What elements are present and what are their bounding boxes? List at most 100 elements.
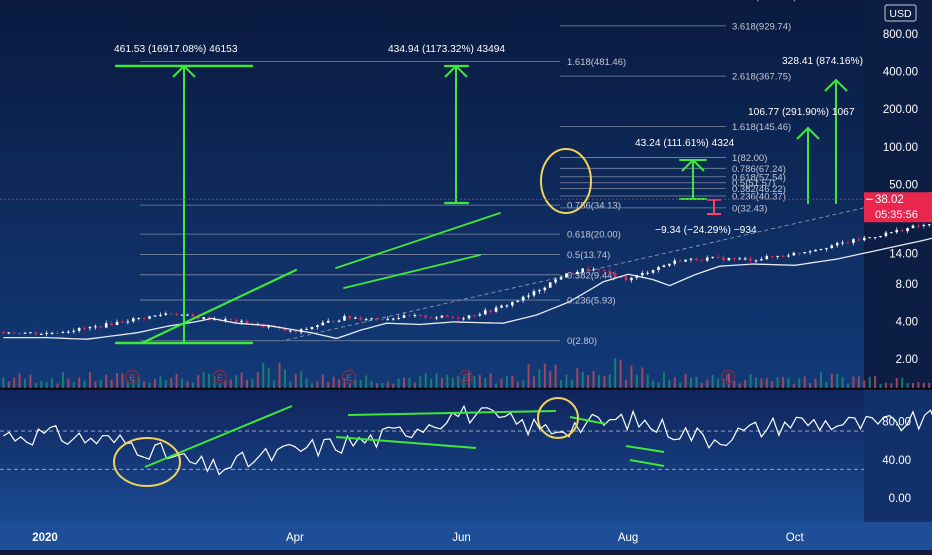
candle-body <box>695 258 698 261</box>
volume-bar <box>722 378 725 388</box>
channel-line <box>343 254 481 289</box>
candle-body <box>754 260 758 262</box>
volume-bar <box>787 378 790 388</box>
current-price-label: 38.02 <box>875 194 904 206</box>
price-candles[interactable] <box>2 161 932 337</box>
candle-body <box>521 296 525 301</box>
candle-body <box>148 316 151 319</box>
volume-bar <box>754 377 757 388</box>
candle-body <box>814 249 817 252</box>
volume-bar <box>451 377 454 388</box>
volume-bar <box>2 377 5 388</box>
volume-bar <box>635 375 638 388</box>
volume-bar <box>126 381 129 388</box>
measure-arrow-head <box>681 158 705 172</box>
volume-bar <box>597 375 600 388</box>
volume-bar <box>45 382 48 388</box>
volume-bar <box>911 383 914 388</box>
volume-bar <box>495 383 498 388</box>
candle-body <box>418 315 422 317</box>
candle-body <box>727 258 731 261</box>
volume-bars <box>2 358 931 388</box>
candle-body <box>770 256 774 258</box>
candle-body <box>321 322 325 326</box>
volume-bar <box>527 364 530 388</box>
candle-body <box>446 315 449 317</box>
fibonacci-levels[interactable]: 0(2.80) 0.236(5.93) 0.382(9.44) 0.5(13.74) 0… <box>140 0 932 347</box>
fib-right-label: 4.236(1610.94) <box>732 0 796 3</box>
highlight-ellipse <box>540 148 592 214</box>
candle-body <box>846 242 850 244</box>
fib-left-label: 0(2.80) <box>567 336 597 347</box>
candle-body <box>684 259 687 262</box>
volume-bar <box>148 382 151 388</box>
time-tick-label: Aug <box>618 532 638 544</box>
candle-body <box>608 270 612 274</box>
volume-bar <box>570 379 573 388</box>
rsi-drawings[interactable] <box>113 397 665 487</box>
candle-body <box>640 272 644 276</box>
candle-body <box>532 291 536 296</box>
time-axis[interactable]: 2020AprJunAugOct2021AprJulSep <box>32 532 932 544</box>
earnings-marker-icon[interactable] <box>720 369 736 385</box>
volume-bar <box>587 375 590 388</box>
candle-body <box>927 224 931 226</box>
candle-body <box>760 259 763 261</box>
rsi-axis[interactable]: 80.00 40.00 0.00 <box>882 417 911 505</box>
rsi-downtrend-line <box>569 416 607 425</box>
rsi-resistance-line <box>347 410 557 416</box>
earnings-marker-icon[interactable] <box>125 369 140 385</box>
earnings-marker-label: E <box>217 373 223 383</box>
candle-body <box>153 315 157 317</box>
earnings-markers[interactable]: EEEEEEE <box>125 369 932 385</box>
volume-bar <box>614 358 617 388</box>
volume-bar <box>836 373 839 388</box>
volume-bar <box>922 382 925 388</box>
candle-body <box>462 318 465 320</box>
candle-body <box>413 315 417 317</box>
volume-bar <box>327 382 330 388</box>
volume-bar <box>727 373 730 388</box>
candle-body <box>2 331 5 334</box>
price-axis[interactable]: 800.00400.00200.00100.0050.0028.0014.008… <box>883 4 918 366</box>
currency-badge-box[interactable] <box>884 4 917 22</box>
volume-bar <box>175 373 178 388</box>
volume-bar <box>218 383 221 388</box>
earnings-marker-icon[interactable] <box>458 369 473 385</box>
earnings-marker-icon[interactable] <box>212 369 228 385</box>
candle-body <box>825 248 828 250</box>
candle-body <box>424 315 427 318</box>
candle-body <box>597 269 601 271</box>
candle-body <box>456 317 460 319</box>
volume-bar <box>478 374 481 388</box>
volume-bar <box>283 369 286 388</box>
volume-bar <box>213 376 216 388</box>
candle-body <box>180 314 184 316</box>
candle-body <box>803 252 806 254</box>
volume-bar <box>744 379 747 388</box>
volume-bar <box>852 376 855 388</box>
candle-body <box>359 317 363 320</box>
volume-bar <box>246 379 249 388</box>
candle-body <box>164 313 168 315</box>
candle-body <box>548 282 552 288</box>
volume-bar <box>251 378 254 388</box>
currency-badge[interactable]: USD <box>884 4 917 22</box>
volume-bar <box>711 374 714 388</box>
volume-bar <box>511 375 514 388</box>
volume-bar <box>267 368 270 388</box>
volume-bar <box>549 371 552 388</box>
volume-bar <box>110 379 113 388</box>
candle-body <box>110 323 113 326</box>
candle-body <box>565 273 568 278</box>
candle-body <box>381 319 384 321</box>
candle-body <box>159 314 162 316</box>
earnings-marker-label: E <box>463 373 469 383</box>
volume-bar <box>776 377 779 388</box>
drawings[interactable] <box>114 64 848 345</box>
candle-body <box>500 305 503 308</box>
earnings-marker-icon[interactable] <box>341 369 357 385</box>
rsi-uptrend-line <box>144 405 293 468</box>
rsi-tick-label: 80.00 <box>882 417 911 429</box>
